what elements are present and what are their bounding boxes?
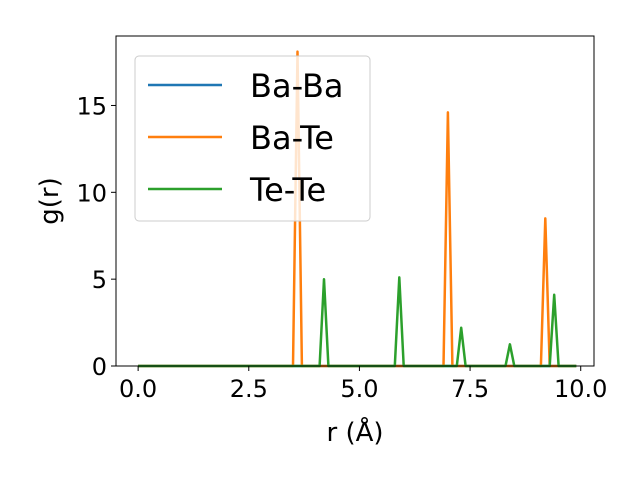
x-tick-label: 7.5 bbox=[451, 375, 489, 403]
x-tick-label: 2.5 bbox=[230, 375, 268, 403]
y-axis-ticks: 0 5 10 15 bbox=[76, 92, 116, 381]
legend-label-ba-ba: Ba-Ba bbox=[250, 67, 344, 105]
legend-box bbox=[134, 55, 371, 222]
legend-label-ba-te: Ba-Te bbox=[250, 119, 334, 157]
x-tick-label: 10.0 bbox=[554, 375, 607, 403]
legend: Ba-Ba Ba-Te Te-Te bbox=[134, 55, 371, 222]
legend-label-te-te: Te-Te bbox=[249, 171, 326, 209]
axes-frame bbox=[115, 35, 595, 367]
y-tick-label: 15 bbox=[76, 92, 107, 120]
x-tick-label: 5.0 bbox=[340, 375, 378, 403]
series-line-te-te bbox=[138, 276, 577, 368]
y-tick-label: 10 bbox=[76, 179, 107, 207]
y-axis-label: g(r) bbox=[35, 177, 65, 224]
y-tick-label: 0 bbox=[92, 353, 107, 381]
x-axis-label: r (Å) bbox=[326, 416, 383, 448]
x-axis-ticks: 0.0 2.5 5.0 7.5 10.0 bbox=[119, 366, 607, 403]
y-tick-label: 5 bbox=[92, 266, 107, 294]
x-tick-label: 0.0 bbox=[119, 375, 157, 403]
